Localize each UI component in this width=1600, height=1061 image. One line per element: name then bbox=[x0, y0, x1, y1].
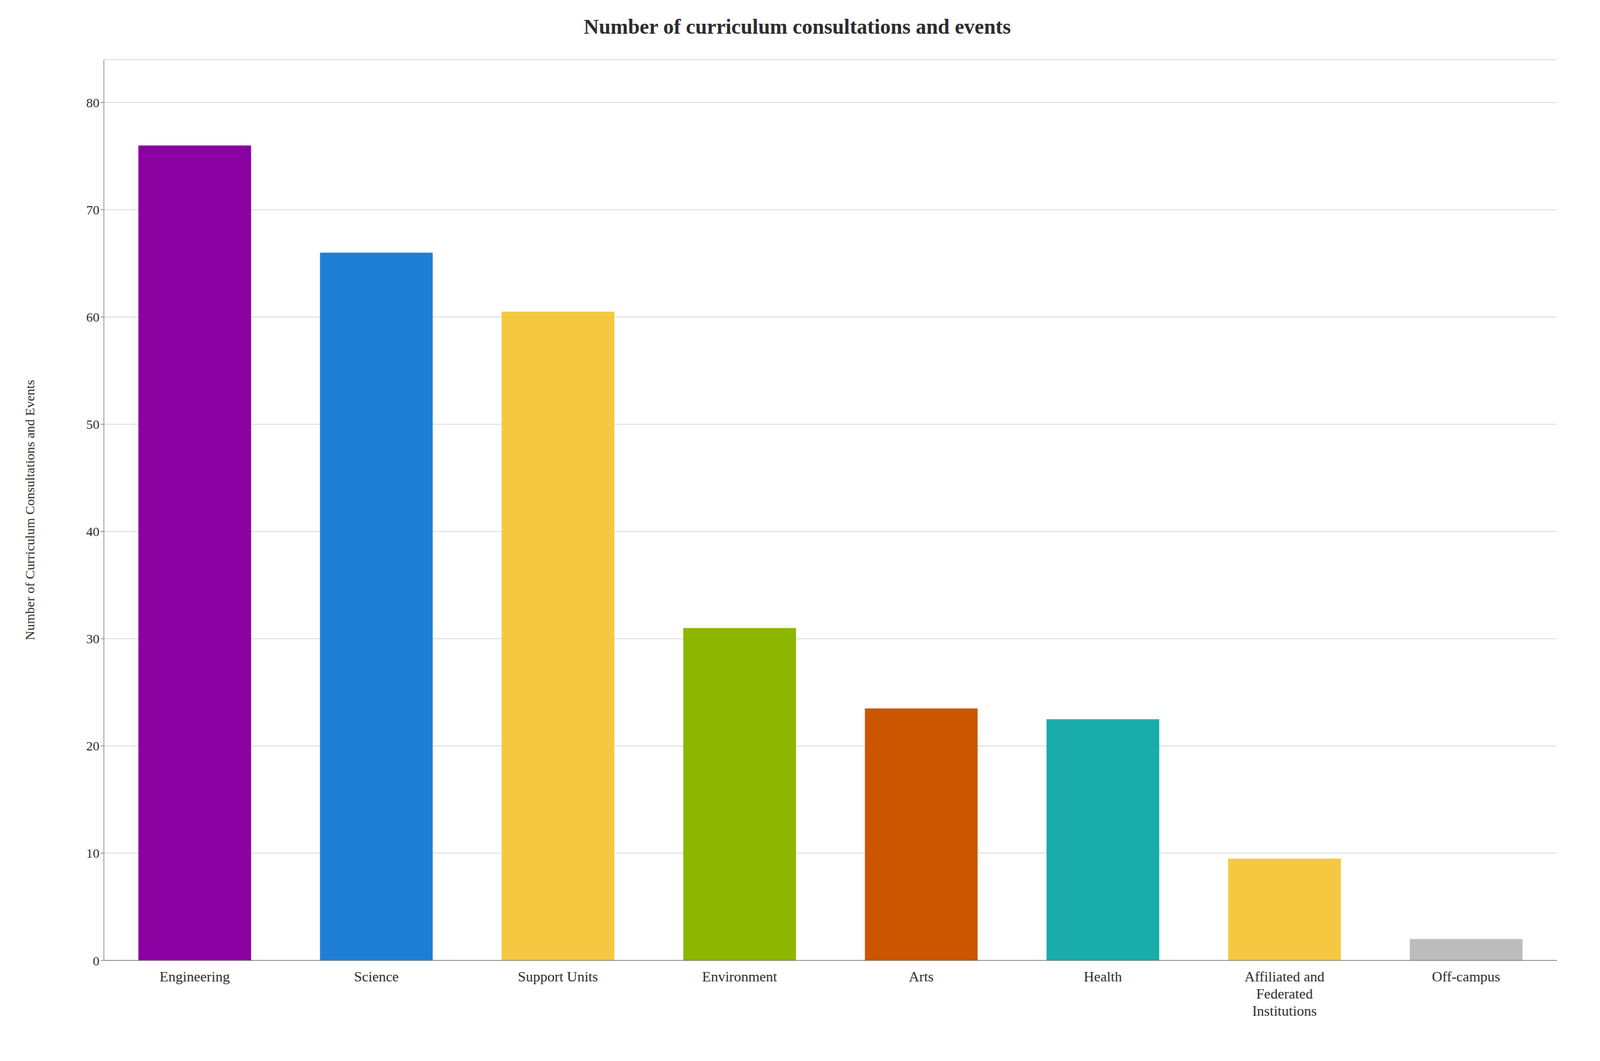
svg-text:Number of Curriculum Consultat: Number of Curriculum Consultations and E… bbox=[22, 379, 38, 640]
svg-text:Science: Science bbox=[354, 968, 399, 985]
svg-text:Affiliated andFederatedInstitu: Affiliated andFederatedInstitutions bbox=[1244, 968, 1325, 1019]
svg-text:Off-campus: Off-campus bbox=[1432, 968, 1501, 985]
html-text:Number of curriculum consultat: Number of curriculum consultations and e… bbox=[583, 14, 1011, 39]
svg-text:Arts: Arts bbox=[908, 968, 934, 985]
svg-text:30: 30 bbox=[86, 631, 100, 646]
svg-text:Health: Health bbox=[1083, 968, 1122, 985]
svg-text:Support Units: Support Units bbox=[517, 968, 598, 985]
svg-text:60: 60 bbox=[86, 309, 100, 325]
svg-text:10: 10 bbox=[86, 845, 100, 861]
svg-text:50: 50 bbox=[86, 417, 100, 432]
svg-text:20: 20 bbox=[86, 738, 100, 754]
svg-text:Engineering: Engineering bbox=[159, 968, 230, 985]
svg-text:70: 70 bbox=[86, 202, 100, 218]
svg-text:80: 80 bbox=[86, 95, 100, 110]
svg-text:0: 0 bbox=[92, 953, 100, 968]
svg-text:40: 40 bbox=[86, 524, 100, 539]
svg-text:Environment: Environment bbox=[702, 968, 778, 985]
